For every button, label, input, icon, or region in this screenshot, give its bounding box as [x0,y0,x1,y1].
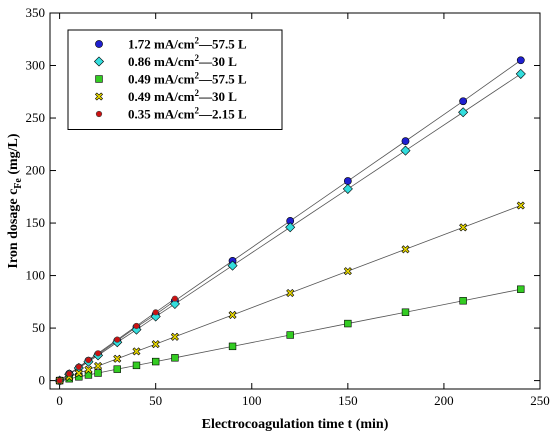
data-point-series-1 [343,177,352,185]
legend-marker-2 [93,56,105,67]
legend-label-part: 0.49 mA/cm [128,89,195,104]
data-point-series-2 [458,107,469,118]
data-point-series-2 [342,183,353,194]
data-point-series-5 [85,357,92,364]
data-point-series-1 [401,137,410,146]
data-point-series-4 [516,201,525,210]
legend-label-5: 0.35 mA/cm2—2.15 L [128,106,247,122]
data-point-series-2 [227,260,238,271]
data-point-series-4 [228,310,237,319]
legend-label-superscript: 2 [194,106,199,116]
data-point-series-3 [171,354,179,362]
x-tick-label: 200 [434,393,454,408]
data-point-series-4 [459,223,468,232]
data-point-series-3 [344,319,352,328]
legend-label-part: 0.86 mA/cm [128,54,195,69]
x-tick-label: 150 [338,393,358,408]
legend-marker-1 [95,40,103,48]
data-point-series-3 [132,361,141,370]
legend-marker-4 [94,92,104,101]
y-axis-label-unit: (mg/L) [6,133,21,178]
legend-label-part: —30 L [198,54,237,69]
data-point-series-5 [152,309,159,316]
legend-label-superscript: 2 [194,71,199,81]
plot-frame [49,12,541,390]
data-point-series-4 [401,245,410,254]
legend-label-superscript: 2 [194,36,199,46]
data-point-series-4 [343,267,352,276]
legend-label-part: —57.5 L [198,37,247,52]
data-point-series-5 [171,295,179,302]
y-tick-label: 250 [26,110,46,125]
y-tick-label: 150 [26,215,46,230]
legend-label-2: 0.86 mA/cm2—30 L [128,53,237,69]
data-point-series-3 [113,365,121,373]
legend-box [67,29,283,130]
y-tick-label: 350 [26,5,46,20]
y-tick-label: 200 [26,163,46,178]
y-tick-label: 50 [32,320,45,335]
legend: 1.72 mA/cm2—57.5 L0.86 mA/cm2—30 L0.49 m… [67,29,283,130]
data-point-series-3 [459,297,467,305]
data-point-series-5 [94,350,102,357]
legend-label-1: 1.72 mA/cm2—57.5 L [128,36,247,52]
y-tick-label: 100 [26,268,46,283]
data-point-series-1 [516,56,525,65]
legend-label-superscript: 2 [194,53,199,63]
x-tick-label: 250 [530,393,550,408]
y-tick-label: 300 [26,58,46,73]
y-tick-label: 0 [39,373,46,388]
x-tick-label: 100 [242,393,262,408]
data-point-series-3 [228,342,237,351]
series-markers [54,56,526,386]
data-point-series-5 [114,336,121,343]
y-axis-label-subscript: Fe [13,178,24,189]
legend-label-part: 0.49 mA/cm [128,72,195,87]
data-point-series-5 [66,370,73,377]
legend-label-part: —57.5 L [198,72,247,87]
data-point-series-2 [150,311,161,322]
data-point-series-3 [401,308,410,316]
data-point-series-4 [113,354,122,363]
data-point-series-5 [56,377,63,384]
legend-label-part: 0.35 mA/cm [128,107,195,122]
legend-label-part: —30 L [198,89,237,104]
data-point-series-4 [84,365,93,374]
legend-label-part: 1.72 mA/cm [128,37,195,52]
legend-marker-5 [95,110,103,118]
legend-label-part: —2.15 L [198,107,247,122]
x-axis-label: Electrocoagulation time t (min) [202,417,389,432]
legend-marker-3 [95,75,103,83]
data-point-series-4 [286,288,295,298]
data-point-series-2 [131,324,142,335]
x-tick-label: 0 [56,393,63,408]
x-tick-label: 50 [149,393,162,408]
data-point-series-3 [94,369,102,377]
data-point-series-1 [459,97,468,106]
data-point-series-5 [75,363,82,371]
legend-label-3: 0.49 mA/cm2—57.5 L [128,71,247,87]
data-point-series-4 [151,340,160,349]
data-point-series-2 [515,68,526,79]
data-point-series-4 [170,332,179,341]
data-point-series-3 [517,285,525,293]
data-point-series-2 [400,145,411,156]
data-point-series-3 [286,331,294,339]
data-point-series-3 [151,357,160,366]
data-point-series-4 [132,347,141,356]
y-axis-label: Iron dosage cFe (mg/L) [6,133,24,268]
data-point-series-4 [94,361,103,371]
legend-label-4: 0.49 mA/cm2—30 L [128,88,237,104]
data-point-series-5 [133,322,140,330]
legend-label-superscript: 2 [194,88,199,98]
data-point-series-4 [74,369,83,378]
data-point-series-2 [285,222,296,233]
y-axis-label-main: Iron dosage c [6,189,21,269]
data-point-series-2 [169,298,180,309]
